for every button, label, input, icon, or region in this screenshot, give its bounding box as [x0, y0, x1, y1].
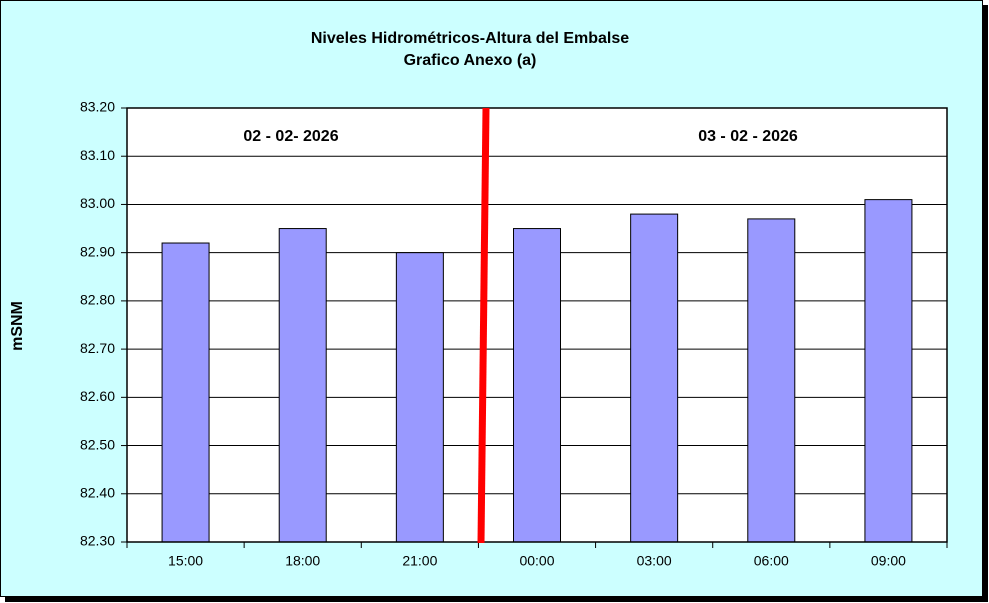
- x-tick-label: 03:00: [637, 553, 672, 569]
- bar: [161, 242, 210, 543]
- x-tick-label: 00:00: [519, 553, 554, 569]
- y-tick-label: 83.20: [80, 99, 115, 115]
- chart-title: Niveles Hidrométricos-Altura del Embalse: [311, 30, 629, 47]
- bar: [395, 252, 444, 543]
- chart-subtitle: Grafico Anexo (a): [404, 52, 537, 69]
- y-tick-label: 83.00: [80, 195, 115, 211]
- y-tick-label: 82.30: [80, 533, 115, 549]
- bar: [747, 218, 796, 543]
- x-tick-label: 09:00: [871, 553, 906, 569]
- x-tick-label: 15:00: [168, 553, 203, 569]
- bar: [864, 199, 913, 543]
- y-axis-label: mSNM: [9, 301, 26, 351]
- y-tick-label: 83.10: [80, 147, 115, 163]
- plot-border: [126, 107, 948, 543]
- y-tick-label: 82.60: [80, 388, 115, 404]
- x-tick-label: 18:00: [285, 553, 320, 569]
- x-tick-label: 21:00: [402, 553, 437, 569]
- bar: [630, 213, 679, 543]
- y-tick-label: 82.80: [80, 292, 115, 308]
- y-tick-label: 82.70: [80, 340, 115, 356]
- bar: [278, 228, 327, 543]
- bar: [513, 228, 561, 543]
- y-tick-label: 82.40: [80, 484, 115, 500]
- annotation: 03 - 02 - 2026: [698, 128, 798, 145]
- annotation: 02 - 02- 2026: [243, 128, 338, 145]
- day-divider: [477, 107, 490, 544]
- y-tick-label: 82.50: [80, 436, 115, 452]
- x-tick-label: 06:00: [754, 553, 789, 569]
- y-tick-label: 82.90: [80, 243, 115, 259]
